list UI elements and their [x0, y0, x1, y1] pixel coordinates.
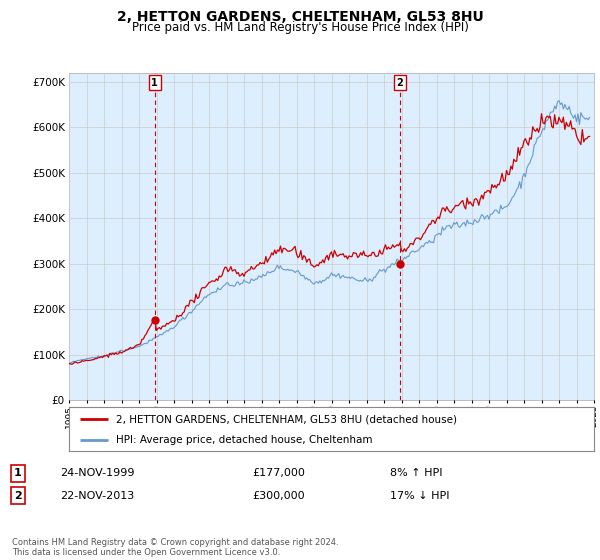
Text: £177,000: £177,000: [252, 468, 305, 478]
Text: £300,000: £300,000: [252, 491, 305, 501]
Text: 2: 2: [14, 491, 22, 501]
Text: 1: 1: [151, 78, 158, 88]
Text: 2: 2: [397, 78, 403, 88]
Text: 17% ↓ HPI: 17% ↓ HPI: [390, 491, 449, 501]
Text: 2, HETTON GARDENS, CHELTENHAM, GL53 8HU: 2, HETTON GARDENS, CHELTENHAM, GL53 8HU: [116, 10, 484, 24]
Text: 24-NOV-1999: 24-NOV-1999: [60, 468, 134, 478]
Text: 8% ↑ HPI: 8% ↑ HPI: [390, 468, 443, 478]
Text: Contains HM Land Registry data © Crown copyright and database right 2024.
This d: Contains HM Land Registry data © Crown c…: [12, 538, 338, 557]
Text: 2, HETTON GARDENS, CHELTENHAM, GL53 8HU (detached house): 2, HETTON GARDENS, CHELTENHAM, GL53 8HU …: [116, 414, 457, 424]
Text: 1: 1: [14, 468, 22, 478]
Text: 22-NOV-2013: 22-NOV-2013: [60, 491, 134, 501]
Text: HPI: Average price, detached house, Cheltenham: HPI: Average price, detached house, Chel…: [116, 435, 373, 445]
Text: Price paid vs. HM Land Registry's House Price Index (HPI): Price paid vs. HM Land Registry's House …: [131, 21, 469, 34]
